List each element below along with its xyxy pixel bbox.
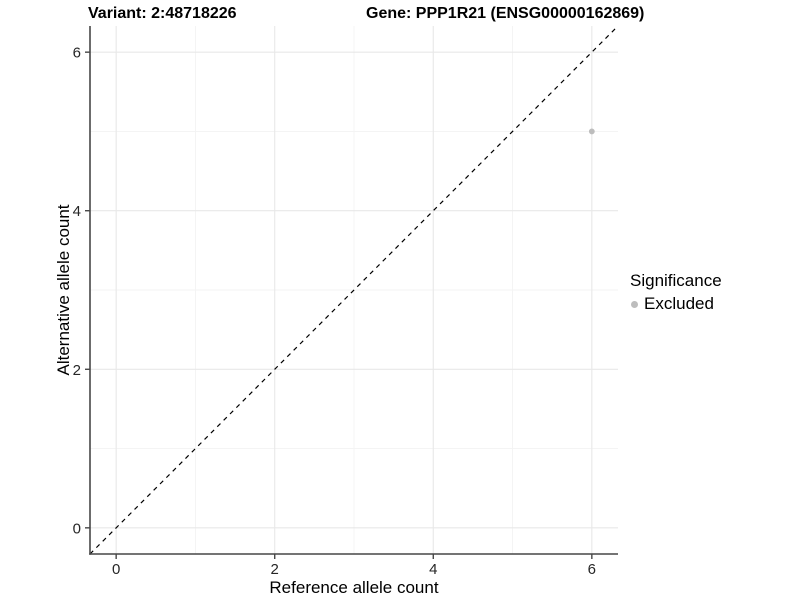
y-axis-title: Alternative allele count (54, 204, 73, 375)
y-tick-label: 2 (73, 362, 81, 379)
x-tick-label: 4 (429, 561, 437, 578)
x-tick-label: 6 (588, 561, 596, 578)
x-tick-label: 2 (271, 561, 279, 578)
legend: Significance Excluded (630, 271, 722, 314)
y-tick-label: 0 (73, 520, 81, 537)
legend-item-excluded: Excluded (630, 294, 722, 314)
x-tick-label: 0 (112, 561, 120, 578)
plot-title-gene: Gene: PPP1R21 (ENSG00000162869) (366, 5, 645, 22)
x-axis-title: Reference allele count (269, 578, 438, 597)
legend-title: Significance (630, 271, 722, 290)
identity-dashed-line (89, 25, 619, 555)
plot-title-variant: Variant: 2:48718226 (88, 5, 237, 22)
y-tick-label: 6 (73, 45, 81, 62)
data-point (588, 128, 595, 135)
y-tick-label: 4 (73, 203, 81, 220)
legend-item-label: Excluded (644, 294, 714, 313)
point-icon (631, 300, 638, 308)
